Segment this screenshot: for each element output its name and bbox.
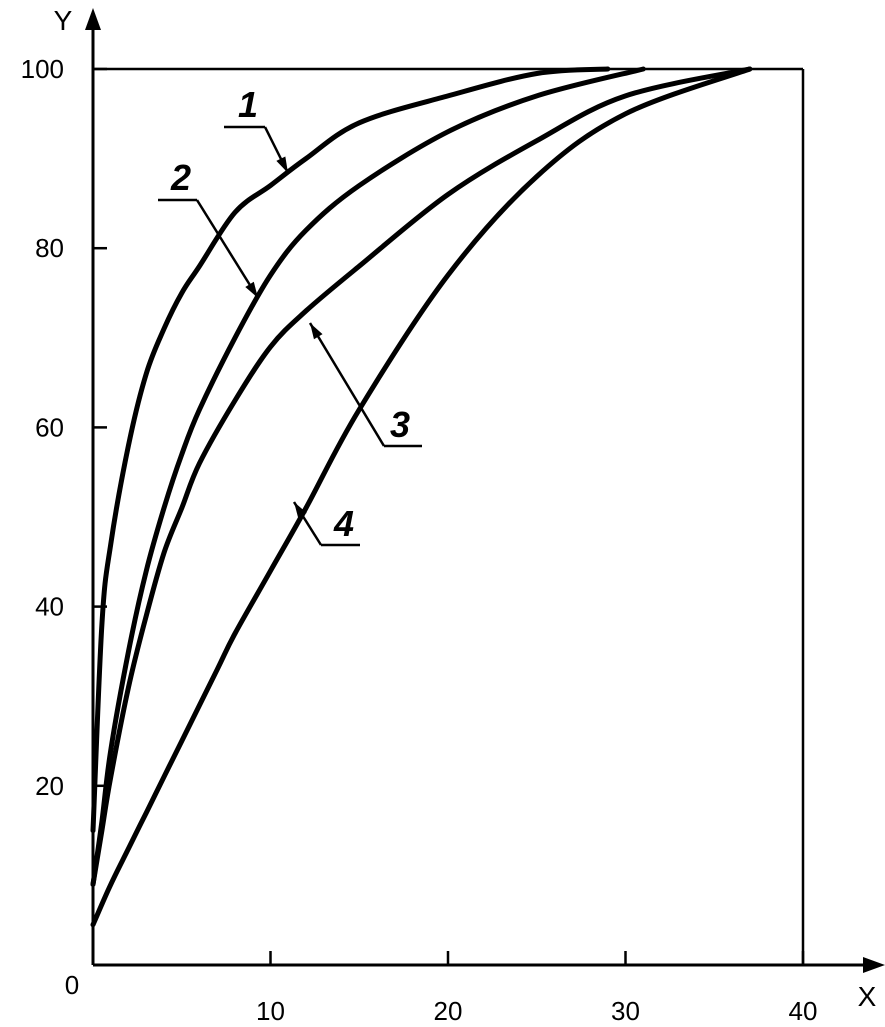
leader-arrow-2 [245, 281, 258, 298]
leader-arrow-3 [310, 323, 323, 340]
x-axis-title: X [858, 981, 877, 1012]
y-tick-label: 100 [21, 54, 64, 84]
y-axis-title: Y [54, 5, 73, 36]
x-tick-label: 20 [434, 996, 463, 1026]
curve-label-1: 1 [238, 84, 258, 125]
y-axis-arrow [85, 8, 101, 30]
x-tick-label: 30 [611, 996, 640, 1026]
curves [90, 66, 753, 928]
y-tick-label: 60 [35, 412, 64, 442]
curve-3 [90, 66, 753, 887]
curve-label-4: 4 [333, 503, 354, 544]
leader-line-3 [308, 322, 386, 447]
y-tick-label: 80 [35, 233, 64, 263]
leader-line-2 [195, 199, 260, 299]
curve-label-2: 2 [170, 157, 191, 198]
curve-1 [90, 66, 611, 834]
curve-4 [90, 66, 753, 928]
x-axis-arrow [863, 957, 885, 973]
y-tick-label: 20 [35, 771, 64, 801]
origin-label: 0 [65, 970, 79, 1000]
y-tick-label: 40 [35, 592, 64, 622]
curve-label-3: 3 [390, 404, 410, 445]
leader-arrow-4 [294, 502, 307, 519]
curve-labels: 1 2 3 4 [158, 84, 422, 547]
curve-2 [90, 66, 646, 887]
leader-arrow-1 [276, 156, 288, 173]
x-tick-label: 40 [789, 996, 818, 1026]
x-tick-label: 10 [256, 996, 285, 1026]
